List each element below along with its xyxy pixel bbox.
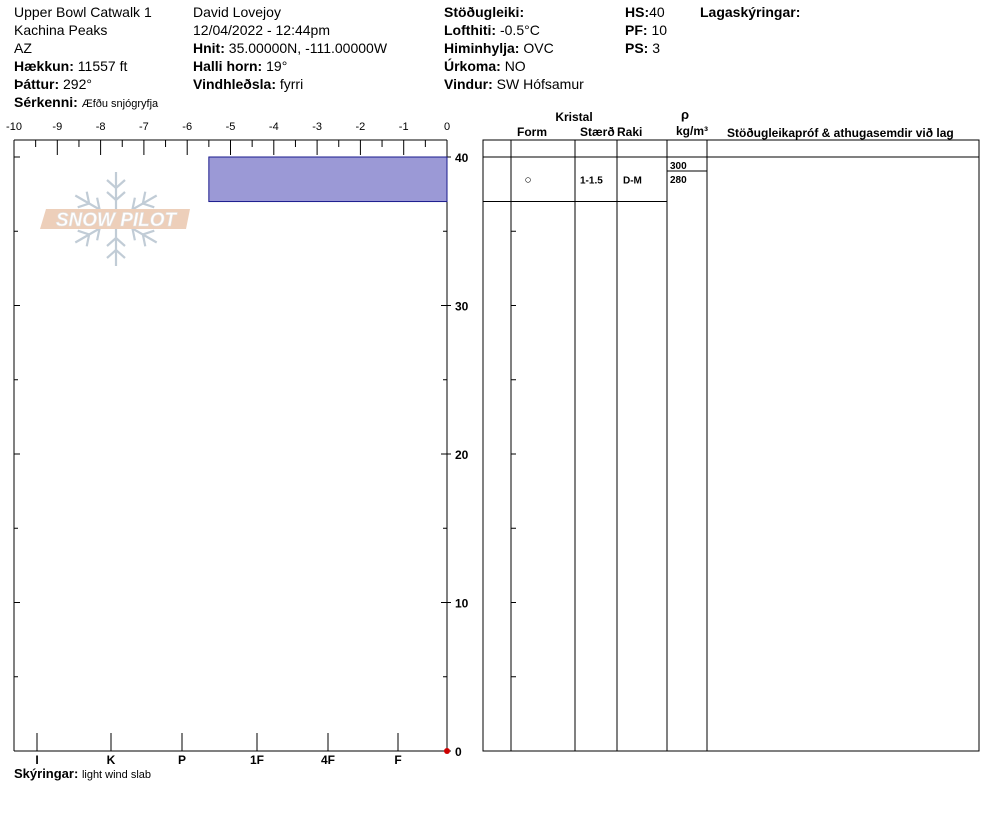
hardness-tick-label: 1F	[250, 753, 264, 767]
aspect-value: 292°	[63, 76, 92, 92]
temp-tick-label: -3	[312, 121, 322, 133]
layer-moisture-value: D-M	[623, 175, 642, 186]
pf-field: PF: 10	[625, 21, 667, 39]
depth-tick-label: 40	[455, 151, 469, 165]
ps-field: PS: 3	[625, 39, 660, 57]
temp-tick-label: -7	[139, 121, 149, 133]
slope-value: 19°	[266, 58, 288, 74]
form-header: Form	[517, 125, 547, 139]
wind-loading-value: fyrri	[279, 76, 304, 92]
density-value: 280	[670, 175, 687, 186]
air-temp-label: Lofthiti:	[444, 22, 497, 38]
logo-band	[40, 209, 190, 229]
ps-value: 3	[652, 40, 661, 56]
wind-label: Vindur:	[444, 76, 493, 92]
elevation-value: 11557 ft	[77, 58, 128, 74]
location-name: Upper Bowl Catwalk 1	[14, 4, 152, 20]
layer-table-rows: ○ 1-1.5 D-M 300 280	[483, 156, 707, 203]
features-value: Æfðu snjógryfja	[81, 98, 159, 110]
pf-label: PF:	[625, 22, 648, 38]
layer-bars	[208, 156, 450, 754]
temp-tick-label: 0	[444, 121, 450, 133]
temp-tick-label: -4	[269, 121, 279, 133]
hs-label: HS:	[625, 4, 650, 20]
temperature-axis: -10 -9 -8 -7 -6 -5 -4 -3 -2 -1 0	[6, 121, 450, 155]
elevation-label: Hækkun:	[14, 58, 74, 74]
wind-loading-label: Vindhleðsla:	[193, 76, 276, 92]
coords-field: Hnit: 35.00000N, -111.00000W	[193, 39, 387, 57]
comments-value: light wind slab	[81, 769, 152, 781]
wind-value: SW Hófsamur	[496, 76, 584, 92]
hardness-tick-label: K	[107, 753, 116, 767]
aspect-label: Þáttur:	[14, 76, 60, 92]
depth-tick-label: 0	[455, 745, 462, 759]
observer-name: David Lovejoy	[193, 4, 281, 20]
density-rho-header: ρ	[681, 107, 689, 122]
layer-form-symbol: ○	[524, 172, 531, 186]
profile-comments: Skýringar: light wind slab	[14, 766, 151, 781]
layer-notes-label: Lagaskýringar:	[700, 4, 801, 20]
density-unit-header: kg/m³	[676, 124, 708, 138]
moisture-header: Raki	[617, 125, 642, 139]
slope-label: Halli horn:	[193, 58, 263, 74]
observation-datetime: 12/04/2022 - 12:44pm	[193, 22, 330, 38]
hardness-tick-label: F	[394, 753, 401, 767]
density-value: 300	[670, 161, 687, 172]
snowpilot-logo-text: SNOW PILOT	[56, 210, 178, 231]
wind-loading-field: Vindhleðsla: fyrri	[193, 75, 303, 93]
temp-tick-label: -5	[226, 121, 236, 133]
hs-value: 40	[649, 4, 665, 20]
tests-header: Stöðugleikapróf & athugasemdir við lag	[727, 126, 954, 140]
hardness-tick-label: P	[178, 753, 186, 767]
slope-field: Halli horn: 19°	[193, 57, 287, 75]
features-label: Sérkenni:	[14, 94, 78, 110]
temp-tick-label: -6	[182, 121, 192, 133]
hardness-tick-label: 4F	[321, 753, 335, 767]
precip-label: Úrkoma:	[444, 58, 501, 74]
stability-label: Stöðugleiki:	[444, 4, 525, 20]
stability-field: Stöðugleiki:	[444, 3, 524, 21]
surface-temp-point	[444, 748, 450, 754]
snowpilot-logo: SNOW PILOT	[40, 172, 190, 266]
depth-tick-label: 30	[455, 300, 469, 314]
ps-label: PS:	[625, 40, 649, 56]
depth-axis: 40 30 20 10 0	[14, 151, 516, 759]
range-name: Kachina Peaks	[14, 22, 108, 38]
depth-tick-label: 10	[455, 597, 469, 611]
temp-tick-label: -1	[399, 121, 409, 133]
profile-header: Upper Bowl Catwalk 1 Kachina Peaks AZ Hæ…	[0, 0, 994, 112]
coords-value: 35.00000N, -111.00000W	[228, 40, 388, 56]
hs-field: HS:40	[625, 3, 665, 21]
layer-table-border	[482, 139, 980, 752]
layer-table: Kristal Form Stærð Raki ρ kg/m³ Stöðugle…	[482, 107, 980, 752]
wind-field: Vindur: SW Hófsamur	[444, 75, 584, 93]
comments-label: Skýringar:	[14, 766, 79, 781]
layer-size-value: 1-1.5	[580, 175, 603, 186]
pf-value: 10	[651, 22, 668, 38]
hardness-tick-label: I	[35, 753, 38, 767]
precip-field: Úrkoma: NO	[444, 57, 526, 75]
elevation-field: Hækkun: 11557 ft	[14, 57, 127, 75]
temp-tick-label: -8	[96, 121, 106, 133]
temp-tick-label: -2	[356, 121, 366, 133]
sky-field: Himinhylja: OVC	[444, 39, 554, 57]
air-temp-field: Lofthiti: -0.5°C	[444, 21, 540, 39]
sky-value: OVC	[523, 40, 554, 56]
temp-tick-label: -10	[6, 121, 22, 133]
hardness-axis: I K P 1F 4F F	[35, 733, 402, 767]
features-field: Sérkenni: Æfðu snjógryfja	[14, 93, 158, 113]
layer-bar	[208, 156, 448, 203]
size-header: Stærð	[580, 125, 615, 139]
crystal-header: Kristal	[555, 110, 592, 124]
precip-value: NO	[504, 58, 526, 74]
coords-label: Hnit:	[193, 40, 225, 56]
depth-tick-label: 20	[455, 448, 469, 462]
state-name: AZ	[14, 40, 32, 56]
temp-tick-label: -9	[52, 121, 62, 133]
aspect-field: Þáttur: 292°	[14, 75, 92, 93]
sky-label: Himinhylja:	[444, 40, 520, 56]
air-temp-value: -0.5°C	[499, 22, 540, 38]
